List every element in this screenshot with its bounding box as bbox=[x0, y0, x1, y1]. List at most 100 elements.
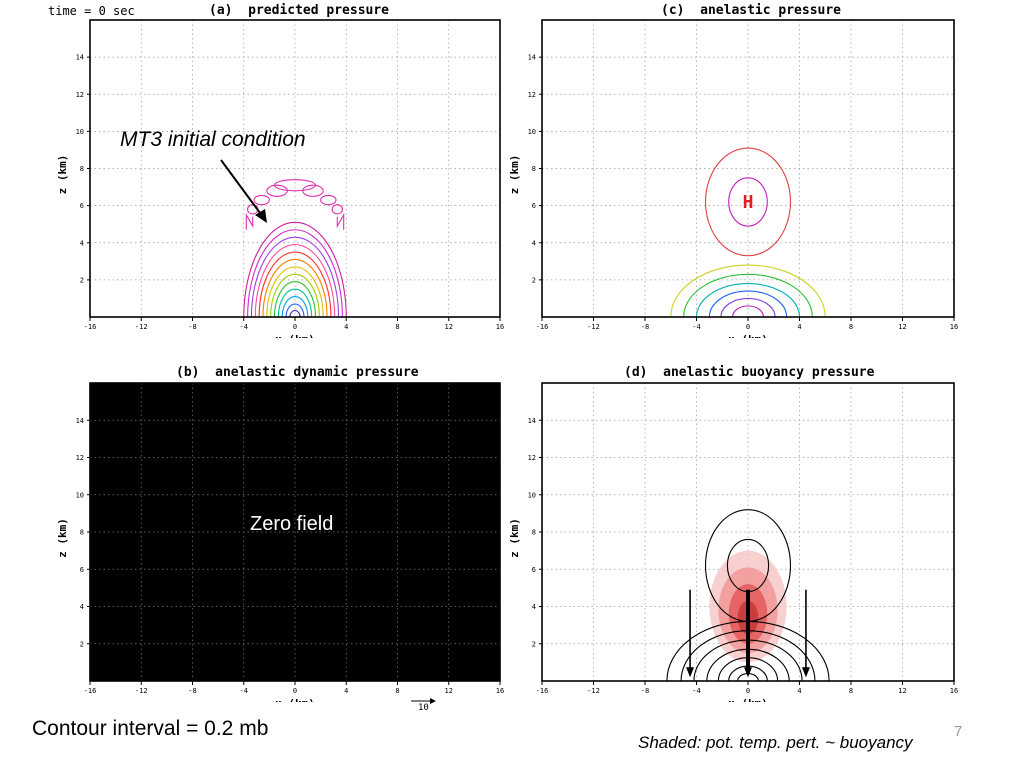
time-label: time = 0 sec bbox=[48, 4, 135, 18]
cap-contour bbox=[302, 184, 324, 197]
y-tick-label: 2 bbox=[80, 640, 84, 648]
panel-b-title: (b) anelastic dynamic pressure bbox=[176, 365, 419, 380]
vector-scale-arrow bbox=[411, 698, 436, 704]
x-tick-label: -4 bbox=[692, 687, 700, 695]
contour-line bbox=[728, 177, 768, 227]
y-tick-label: 4 bbox=[80, 603, 84, 611]
panel-c-chart: H -16 -12 -8 -4 0 4 8 12 16 2 4 6 8 10 12 14 x (km) z (km) bbox=[508, 19, 958, 338]
x-tick-label: 0 bbox=[293, 687, 297, 695]
x-tick-label: 8 bbox=[395, 687, 399, 695]
x-tick-label: -16 bbox=[84, 323, 97, 331]
contour-line bbox=[254, 244, 336, 317]
contour-line bbox=[258, 251, 332, 317]
cap-contour bbox=[336, 212, 345, 230]
contour-line bbox=[262, 258, 328, 317]
x-axis-label: x (km) bbox=[275, 333, 315, 338]
x-tick-label: 8 bbox=[849, 687, 853, 695]
x-tick-label: 8 bbox=[849, 323, 853, 331]
x-tick-label: 4 bbox=[344, 687, 348, 695]
y-tick-label: 14 bbox=[76, 54, 84, 62]
y-tick-label: 6 bbox=[80, 202, 84, 210]
cap-contour bbox=[320, 194, 337, 206]
high-pressure-marker: H bbox=[743, 192, 754, 213]
x-axis-label: x (km) bbox=[728, 333, 768, 338]
x-tick-label: 12 bbox=[898, 323, 906, 331]
x-tick-label: 16 bbox=[950, 687, 958, 695]
y-tick-label: 4 bbox=[532, 603, 536, 611]
contour-interval-label: Contour interval = 0.2 mb bbox=[32, 717, 269, 740]
x-tick-label: -4 bbox=[240, 687, 248, 695]
panel-b-chart: -16 -12 -8 -4 0 4 8 12 16 2 4 6 8 10 12 14 x (km) z (km) bbox=[56, 382, 504, 702]
panel-a-title: (a) predicted pressure bbox=[209, 3, 390, 18]
y-tick-label: 2 bbox=[80, 276, 84, 284]
x-tick-label: -8 bbox=[188, 687, 196, 695]
initial-condition-label: MT3 initial condition bbox=[120, 128, 306, 151]
x-tick-label: -4 bbox=[692, 323, 700, 331]
y-tick-label: 14 bbox=[528, 54, 536, 62]
y-tick-label: 14 bbox=[76, 417, 84, 425]
panel-d-title: (d) anelastic buoyancy pressure bbox=[624, 365, 875, 380]
y-tick-label: 8 bbox=[80, 529, 84, 537]
zero-field-label: Zero field bbox=[250, 513, 334, 535]
x-tick-label: -8 bbox=[641, 323, 649, 331]
contour-line bbox=[704, 147, 792, 257]
y-tick-label: 6 bbox=[532, 202, 536, 210]
y-axis-label: z (km) bbox=[56, 518, 69, 558]
y-tick-label: 8 bbox=[532, 165, 536, 173]
y-tick-label: 8 bbox=[80, 165, 84, 173]
x-tick-label: 8 bbox=[395, 323, 399, 331]
contour-line bbox=[247, 229, 343, 317]
y-axis-label: z (km) bbox=[508, 155, 521, 195]
y-tick-label: 12 bbox=[528, 454, 536, 462]
panel-c-title: (c) anelastic pressure bbox=[661, 3, 842, 18]
x-tick-label: 16 bbox=[950, 323, 958, 331]
vector-scale-label: 10 bbox=[418, 703, 429, 713]
page-number: 7 bbox=[954, 723, 963, 740]
panel-d-chart: -16 -12 -8 -4 0 4 8 12 16 2 4 6 8 10 12 14 x (km) z (km) bbox=[508, 382, 958, 702]
y-tick-label: 6 bbox=[532, 566, 536, 574]
y-tick-label: 6 bbox=[80, 566, 84, 574]
x-axis-label: x (km) bbox=[275, 697, 315, 702]
y-axis-label: z (km) bbox=[508, 518, 521, 558]
y-tick-label: 10 bbox=[76, 128, 84, 136]
x-tick-label: 16 bbox=[496, 323, 504, 331]
x-tick-label: -12 bbox=[587, 687, 600, 695]
x-tick-label: 12 bbox=[898, 687, 906, 695]
cap-contour bbox=[266, 184, 288, 197]
x-tick-label: 0 bbox=[293, 323, 297, 331]
x-tick-label: 0 bbox=[746, 323, 750, 331]
contour-line bbox=[266, 266, 324, 317]
contour-line bbox=[243, 221, 347, 317]
downdraft-arrow-head bbox=[686, 667, 695, 678]
downdraft-arrow-head bbox=[744, 667, 752, 678]
cap-contour bbox=[331, 204, 343, 215]
downdraft-arrow-head bbox=[801, 667, 810, 678]
x-tick-label: -16 bbox=[536, 323, 549, 331]
x-tick-label: -12 bbox=[135, 323, 148, 331]
contour-line bbox=[273, 281, 317, 317]
x-tick-label: 4 bbox=[344, 323, 348, 331]
x-tick-label: 4 bbox=[797, 687, 801, 695]
shaded-note: Shaded: pot. temp. pert. ~ buoyancy bbox=[638, 733, 913, 752]
x-tick-label: -16 bbox=[84, 687, 97, 695]
y-tick-label: 10 bbox=[76, 491, 84, 499]
y-tick-label: 4 bbox=[80, 239, 84, 247]
y-tick-label: 14 bbox=[528, 417, 536, 425]
y-tick-label: 10 bbox=[528, 491, 536, 499]
contour-line bbox=[277, 288, 313, 317]
y-tick-label: 10 bbox=[528, 128, 536, 136]
x-tick-label: -4 bbox=[240, 323, 248, 331]
x-tick-label: 12 bbox=[445, 323, 453, 331]
x-tick-label: 12 bbox=[445, 687, 453, 695]
y-axis-label: z (km) bbox=[56, 155, 69, 195]
x-tick-label: -16 bbox=[536, 687, 549, 695]
x-axis-label: x (km) bbox=[728, 697, 768, 702]
x-tick-label: -12 bbox=[587, 323, 600, 331]
cap-contour bbox=[253, 194, 270, 206]
x-tick-label: -8 bbox=[188, 323, 196, 331]
y-tick-label: 2 bbox=[532, 276, 536, 284]
x-tick-label: 4 bbox=[797, 323, 801, 331]
cap-contour bbox=[245, 212, 254, 230]
panel-a-chart: -16 -12 -8 -4 0 4 8 12 16 2 4 6 8 10 12 14 x (km) z (km) bbox=[56, 19, 504, 338]
x-tick-label: -12 bbox=[135, 687, 148, 695]
